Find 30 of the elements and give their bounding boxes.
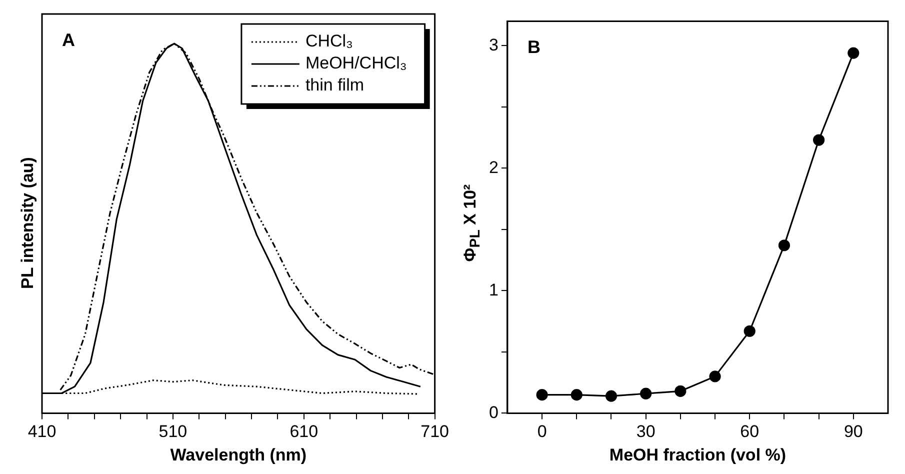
point xyxy=(674,385,686,397)
point xyxy=(640,388,652,400)
point xyxy=(536,389,548,401)
annotation: A xyxy=(62,30,75,50)
x-tick-label: 510 xyxy=(158,422,188,442)
point xyxy=(744,325,756,337)
y-tick-label: 0 xyxy=(488,402,498,422)
x-tick-label: 60 xyxy=(740,422,760,442)
x-tick-label: 0 xyxy=(537,422,547,442)
y-tick-label: 3 xyxy=(488,35,498,54)
y-axis-title: PL intensity (au) xyxy=(18,157,38,289)
x-tick-label: 710 xyxy=(420,422,450,442)
point xyxy=(605,390,618,402)
legend-label: CHCl₃ xyxy=(305,32,353,51)
point xyxy=(570,389,582,401)
legend-label: MeOH/CHCl₃ xyxy=(305,54,407,73)
y-tick-label: 1 xyxy=(488,280,498,300)
x-tick-label: 30 xyxy=(636,422,656,442)
legend-label: thin film xyxy=(305,76,364,95)
x-axis-title: MeOH fraction (vol %) xyxy=(609,445,786,464)
y-tick-label: 2 xyxy=(488,158,498,177)
point xyxy=(848,47,860,59)
point xyxy=(778,240,790,252)
x-axis-title: Wavelength (nm) xyxy=(170,445,307,464)
x-tick-label: 610 xyxy=(290,422,318,442)
point xyxy=(709,370,721,382)
x-tick-label: 410 xyxy=(28,422,56,442)
x-tick-label: 90 xyxy=(844,422,863,442)
point xyxy=(813,134,825,146)
annotation: B xyxy=(527,37,540,58)
